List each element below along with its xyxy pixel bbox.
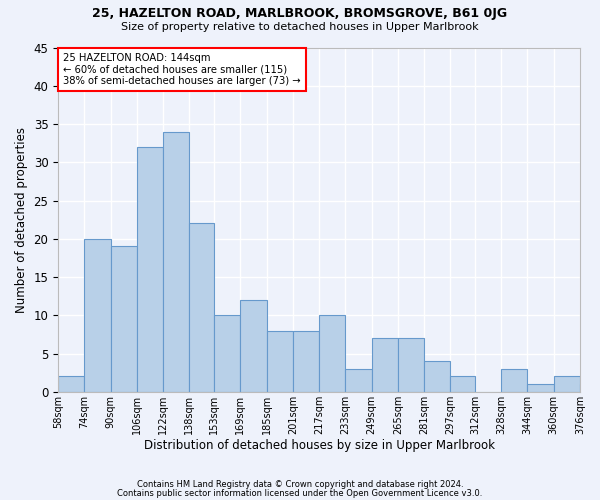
Bar (58, 376, 85, 392)
Bar (85, 239, 110, 392)
Text: 25, HAZELTON ROAD, MARLBROOK, BROMSGROVE, B61 0JG: 25, HAZELTON ROAD, MARLBROOK, BROMSGROVE… (92, 8, 508, 20)
Bar (293, 330, 319, 392)
Y-axis label: Number of detached properties: Number of detached properties (15, 126, 28, 312)
Bar (580, 384, 600, 392)
Text: 25 HAZELTON ROAD: 144sqm
← 60% of detached houses are smaller (115)
38% of semi-: 25 HAZELTON ROAD: 144sqm ← 60% of detach… (64, 52, 301, 86)
Bar (241, 300, 266, 392)
Bar (554, 376, 580, 392)
Bar (319, 316, 346, 392)
Bar (371, 338, 398, 392)
Text: Contains public sector information licensed under the Open Government Licence v3: Contains public sector information licen… (118, 490, 482, 498)
Bar (527, 384, 554, 392)
Bar (501, 369, 527, 392)
Text: Contains HM Land Registry data © Crown copyright and database right 2024.: Contains HM Land Registry data © Crown c… (137, 480, 463, 489)
Bar (346, 369, 371, 392)
Bar (424, 361, 451, 392)
Text: Size of property relative to detached houses in Upper Marlbrook: Size of property relative to detached ho… (121, 22, 479, 32)
Bar (214, 316, 241, 392)
Bar (163, 132, 190, 392)
X-axis label: Distribution of detached houses by size in Upper Marlbrook: Distribution of detached houses by size … (143, 440, 494, 452)
Bar (451, 376, 475, 392)
Bar (190, 224, 214, 392)
Bar (110, 246, 137, 392)
Bar (398, 338, 424, 392)
Bar (266, 330, 293, 392)
Bar (137, 147, 163, 392)
